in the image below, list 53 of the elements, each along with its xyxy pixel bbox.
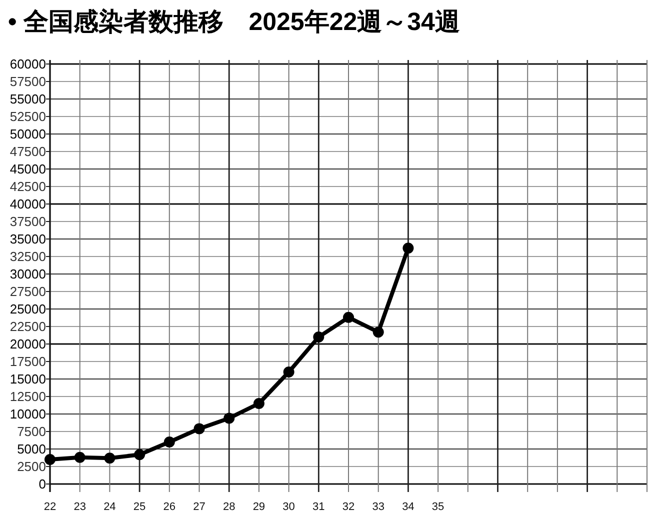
y-tick-label: 30000	[10, 266, 46, 282]
x-tick-label: 29	[252, 501, 266, 513]
y-tick-label: 47500	[10, 144, 46, 159]
x-tick-label: 23	[74, 501, 86, 513]
point	[224, 412, 235, 424]
y-tick-label: 32500	[10, 249, 46, 264]
point	[343, 312, 354, 323]
x-tick-label: 35	[432, 501, 444, 513]
point	[253, 398, 264, 409]
y-tick-label: 45000	[10, 162, 46, 176]
point	[44, 454, 56, 465]
y-tick-label: 57500	[10, 74, 46, 89]
y-tick-label: 7500	[17, 424, 46, 439]
point	[134, 449, 146, 460]
x-tick-label: 33	[372, 501, 384, 513]
y-tick-label: 5000	[17, 442, 46, 456]
y-tick-label: 10000	[10, 406, 46, 422]
point	[104, 452, 116, 464]
y-tick-label: 42500	[10, 179, 46, 194]
y-tick-label: 22500	[10, 319, 46, 334]
y-tick-label: 52500	[10, 109, 46, 124]
x-tick-label: 26	[163, 501, 176, 513]
x-tick-label: 25	[133, 501, 146, 513]
y-tick-label: 0	[38, 476, 46, 492]
point	[402, 242, 414, 254]
y-tick-label: 60000	[10, 56, 46, 72]
point	[194, 423, 205, 434]
y-tick-label: 55000	[10, 92, 46, 106]
y-tick-label: 20000	[10, 336, 46, 352]
y-tick-label: 2500	[17, 459, 46, 474]
y-tick-label: 15000	[10, 372, 46, 386]
y-tick-label: 12500	[10, 389, 46, 404]
x-tick-label: 22	[44, 501, 56, 513]
x-tick-label: 30	[282, 501, 295, 513]
y-tick-label: 27500	[10, 284, 46, 299]
x-tick-label: 24	[104, 501, 116, 513]
x-tick-label: 32	[342, 501, 355, 513]
point	[372, 326, 384, 338]
y-tick-label: 35000	[10, 232, 46, 246]
y-tick-label: 25000	[10, 302, 46, 316]
y-tick-label: 17500	[10, 354, 46, 369]
chart-title: • 全国感染者数推移 2025年22週～34週	[8, 8, 460, 36]
y-tick-label: 50000	[10, 126, 46, 142]
y-tick-label: 40000	[10, 196, 46, 212]
point	[74, 452, 86, 463]
x-tick-label: 28	[222, 501, 236, 513]
point	[313, 332, 324, 342]
x-tick-label: 31	[312, 501, 325, 513]
x-tick-label: 34	[402, 501, 414, 513]
point	[283, 366, 294, 378]
point	[164, 436, 175, 448]
x-tick-label: 27	[193, 501, 206, 513]
y-tick-label: 37500	[10, 214, 46, 229]
